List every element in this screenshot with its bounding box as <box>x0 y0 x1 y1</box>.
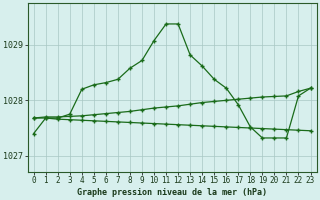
X-axis label: Graphe pression niveau de la mer (hPa): Graphe pression niveau de la mer (hPa) <box>77 188 267 197</box>
